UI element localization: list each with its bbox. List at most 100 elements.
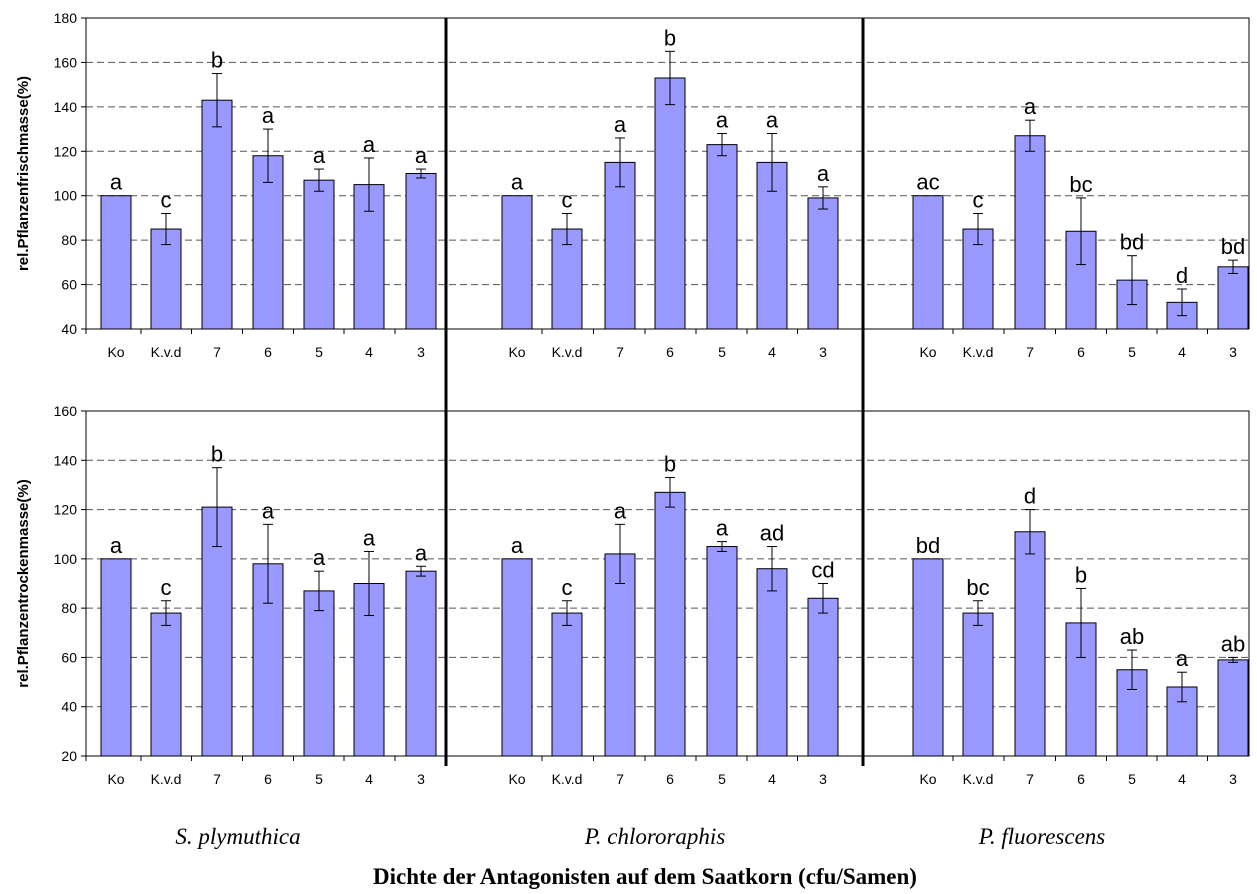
- x-tick-label: 6: [1077, 771, 1085, 787]
- bar: [501, 558, 533, 757]
- bar: [962, 612, 994, 757]
- x-tick-label: K.v.d: [963, 344, 994, 360]
- bar: [1217, 659, 1249, 757]
- significance-letter: a: [817, 161, 830, 186]
- significance-letter: a: [766, 108, 779, 133]
- bar: [252, 155, 284, 330]
- x-tick-label: K.v.d: [963, 771, 994, 787]
- x-tick-label: 4: [768, 771, 776, 787]
- significance-letter: c: [161, 187, 172, 212]
- significance-letter: cd: [811, 558, 834, 583]
- bar: [100, 558, 132, 757]
- y-tick-label: 60: [61, 277, 77, 293]
- bar: [604, 553, 636, 757]
- bar-group-1: a Ko c K.v.d b 7 a 6 a 5 a 4 a 3: [100, 48, 437, 360]
- significance-letter: b: [211, 48, 223, 73]
- significance-letter: c: [562, 187, 573, 212]
- y-tick-label: 100: [54, 551, 78, 567]
- bar: [654, 491, 686, 757]
- significance-letter: a: [415, 143, 428, 168]
- x-tick-label: 3: [819, 344, 827, 360]
- x-axis-title: Dichte der Antagonisten auf dem Saatkorn…: [373, 864, 917, 889]
- significance-letter: a: [313, 545, 326, 570]
- significance-letter: ad: [760, 521, 784, 546]
- y-tick-label: 180: [54, 10, 78, 26]
- bar-group-2: a Ko c K.v.d a 7 b 6 a 5 ad 4 cd 3: [501, 452, 839, 787]
- bar: [303, 179, 335, 330]
- significance-letter: ab: [1221, 631, 1245, 656]
- y-tick-label: 40: [61, 699, 77, 715]
- bar: [1217, 266, 1249, 330]
- bar: [201, 99, 233, 330]
- x-tick-label: 6: [264, 771, 272, 787]
- panel-2: 20 40 60 80 100 120 140 160 rel.Pflanzentrockenm…: [15, 403, 1250, 787]
- bar: [501, 195, 533, 330]
- x-tick-label: 4: [365, 344, 373, 360]
- significance-letter: c: [973, 187, 984, 212]
- x-tick-label: 3: [1229, 344, 1237, 360]
- bar: [405, 570, 437, 757]
- bar: [807, 597, 839, 757]
- y-tick-label: 80: [61, 232, 77, 248]
- x-tick-label: Ko: [919, 344, 936, 360]
- bar: [551, 612, 583, 757]
- x-tick-label: 5: [315, 771, 323, 787]
- y-tick-label: 20: [61, 748, 77, 764]
- significance-letter: bd: [1221, 234, 1245, 259]
- x-tick-label: 3: [819, 771, 827, 787]
- significance-letter: a: [1176, 646, 1189, 671]
- significance-letter: d: [1024, 484, 1036, 509]
- bar: [1014, 531, 1046, 757]
- x-tick-label: 6: [666, 771, 674, 787]
- bar: [604, 161, 636, 330]
- y-tick-label: 120: [54, 143, 78, 159]
- significance-letter: a: [262, 103, 275, 128]
- x-tick-label: 7: [616, 344, 624, 360]
- significance-letter: a: [110, 533, 123, 558]
- y-tick-label: 120: [54, 502, 78, 518]
- x-tick-label: 3: [417, 771, 425, 787]
- y-axis-label: rel.Pflanzenfrischmasse(%): [15, 76, 32, 271]
- x-tick-label: 5: [718, 344, 726, 360]
- x-tick-label: Ko: [107, 344, 124, 360]
- bar: [551, 228, 583, 330]
- significance-letter: bd: [916, 533, 940, 558]
- significance-letter: a: [262, 498, 275, 523]
- x-tick-label: 7: [1026, 344, 1034, 360]
- bar-group-1: a Ko c K.v.d b 7 a 6 a 5 a 4 a 3: [100, 442, 437, 787]
- bar: [100, 195, 132, 330]
- significance-letter: a: [511, 170, 524, 195]
- x-tick-label: 5: [1128, 344, 1136, 360]
- y-axis-label: rel.Pflanzentrockenmasse(%): [15, 479, 32, 687]
- significance-letter: c: [562, 575, 573, 600]
- group-label-s-plymuthica: S. plymuthica: [175, 824, 300, 849]
- bar-group-3: ac Ko c K.v.d a 7 bc 6 bd 5 d 4 bd 3: [912, 94, 1249, 360]
- bar: [150, 612, 182, 757]
- bar: [912, 558, 944, 757]
- bar: [654, 77, 686, 330]
- significance-letter: b: [664, 452, 676, 477]
- x-tick-label: 7: [616, 771, 624, 787]
- bar-group-2: a Ko c K.v.d a 7 b 6 a 5 a 4 a 3: [501, 25, 839, 360]
- bar: [807, 197, 839, 330]
- significance-letter: a: [363, 525, 376, 550]
- y-tick-label: 140: [54, 452, 78, 468]
- x-tick-label: 4: [1178, 771, 1186, 787]
- bar-group-3: bd Ko bc K.v.d d 7 b 6 ab 5 a 4 ab 3: [912, 484, 1249, 787]
- significance-letter: a: [110, 170, 123, 195]
- group-label-p-chlororaphis: P. chlororaphis: [584, 824, 726, 849]
- x-tick-label: 3: [1229, 771, 1237, 787]
- y-tick-label: 140: [54, 99, 78, 115]
- panel-1: 40 60 80 100 120 140 160 180 rel.Pflanzenfrischm…: [15, 10, 1250, 360]
- bar: [912, 195, 944, 330]
- bar: [756, 568, 788, 757]
- significance-letter: c: [161, 575, 172, 600]
- y-tick-label: 60: [61, 649, 77, 665]
- x-tick-label: Ko: [508, 344, 525, 360]
- x-tick-label: 4: [1178, 344, 1186, 360]
- x-tick-label: 7: [213, 771, 221, 787]
- bar: [706, 546, 738, 757]
- significance-letter: ac: [916, 170, 939, 195]
- group-label-p-fluorescens: P. fluorescens: [978, 824, 1106, 849]
